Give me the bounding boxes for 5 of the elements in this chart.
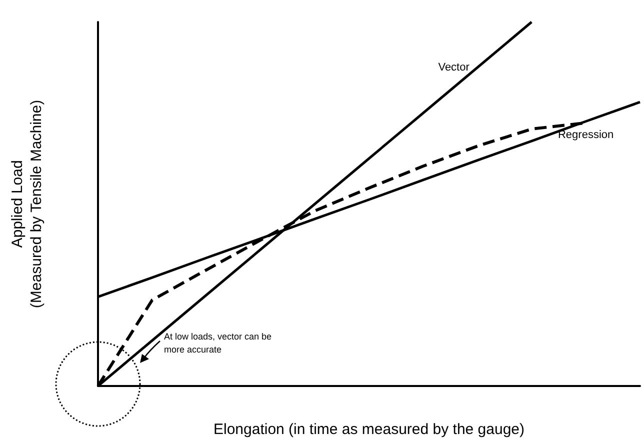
y-axis-title: Applied Load (Measured by Tensile Machine) xyxy=(9,100,45,308)
series-label: Vector xyxy=(438,62,470,74)
x-axis-title: Elongation (in time as measured by the gauge) xyxy=(213,421,525,438)
series-label: Regression xyxy=(558,128,614,141)
annotation: At low loads, vector can be more accurate xyxy=(164,332,274,354)
